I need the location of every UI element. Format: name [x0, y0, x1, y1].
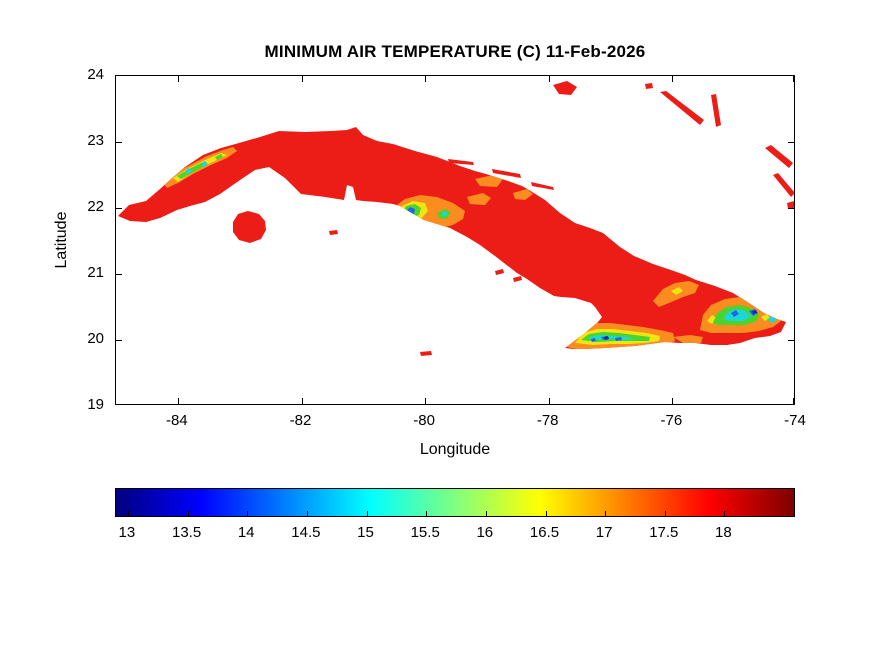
colorbar-tick-label: 13.5 [171, 524, 202, 541]
colorbar-tick-label: 17.5 [649, 524, 679, 541]
bahamas-cay [765, 145, 793, 168]
mountain-patch [707, 315, 717, 324]
bahamas-cay [773, 173, 795, 197]
tick-mark [127, 511, 129, 516]
colorbar-tick-label: 14.5 [291, 524, 321, 541]
tick-mark [545, 511, 547, 516]
colorbar [115, 488, 795, 517]
plot-area [115, 75, 795, 405]
cay-shape [448, 159, 474, 165]
mountain-patch [673, 335, 703, 343]
bahamas-cay [553, 81, 577, 95]
mountain-patch [752, 310, 757, 314]
mountain-patch [467, 193, 491, 205]
cay-shape [329, 230, 338, 235]
y-tick-label: 23 [87, 132, 104, 149]
tick-mark [724, 511, 726, 516]
colorbar-tick-label: 18 [715, 524, 732, 541]
cay-shape [531, 182, 554, 190]
cuba-map [118, 81, 795, 356]
y-tick-label: 21 [87, 264, 104, 281]
mountain-patch [604, 336, 609, 340]
chart-title: MINIMUM AIR TEMPERATURE (C) 11-Feb-2026 [264, 42, 646, 61]
mountain-patch [201, 161, 208, 167]
mountain-patch [615, 337, 622, 341]
colorbar-tick-label: 15 [357, 524, 374, 541]
tick-mark [187, 511, 189, 516]
cay-shape [492, 169, 521, 178]
x-tick-label: -76 [660, 412, 683, 429]
island-cuba-main [118, 127, 786, 349]
tick-mark [366, 511, 368, 516]
x-tick-label: -74 [784, 412, 806, 429]
tick-mark [426, 511, 428, 516]
tick-mark [306, 511, 308, 516]
mountain-patches-navy [604, 310, 757, 340]
bahamas-cay [787, 201, 795, 209]
colorbar-tick-label: 17 [595, 524, 613, 541]
tick-mark [664, 511, 666, 516]
y-tick-label: 24 [87, 66, 104, 83]
mountain-patch [441, 211, 448, 217]
tick-mark [605, 511, 607, 516]
mountain-patch [475, 175, 503, 187]
bahamas-cay [711, 94, 721, 127]
x-tick-label: -78 [536, 412, 559, 429]
cayman-brac [420, 351, 432, 356]
x-tick-label: -80 [413, 412, 435, 429]
colorbar-tick-label: 16 [476, 524, 494, 541]
tick-mark [247, 511, 249, 516]
y-tick-label: 22 [87, 198, 104, 215]
mountain-patch [671, 287, 683, 295]
island-isla-de-la-juventud [233, 211, 266, 243]
cay-shape [513, 276, 522, 282]
x-axis-label: Longitude [419, 441, 491, 458]
colorbar-tick-label: 16.5 [529, 524, 560, 541]
cay-shape [495, 269, 504, 275]
mountain-patch [215, 154, 223, 160]
colorbar-tick-label: 15.5 [410, 524, 440, 541]
mountain-patch [731, 310, 739, 317]
x-tick-label: -84 [165, 412, 188, 429]
mountain-patch [177, 162, 207, 179]
bahamas-cay [660, 91, 704, 125]
land-red [118, 81, 795, 356]
bahamas-cay [645, 83, 653, 89]
mountain-patch [587, 335, 635, 340]
tick-mark [485, 511, 487, 516]
y-tick-label: 20 [87, 330, 104, 347]
colorbar-tick-label: 13 [118, 524, 136, 541]
x-tick-label: -82 [289, 412, 312, 429]
y-tick-label: 19 [87, 396, 104, 413]
mountain-patch [591, 338, 596, 342]
colorbar-tick-label: 14 [237, 524, 255, 541]
mountain-patch [513, 189, 533, 200]
mountain-patch [185, 168, 192, 174]
y-axis-label: Latitude [53, 211, 70, 269]
